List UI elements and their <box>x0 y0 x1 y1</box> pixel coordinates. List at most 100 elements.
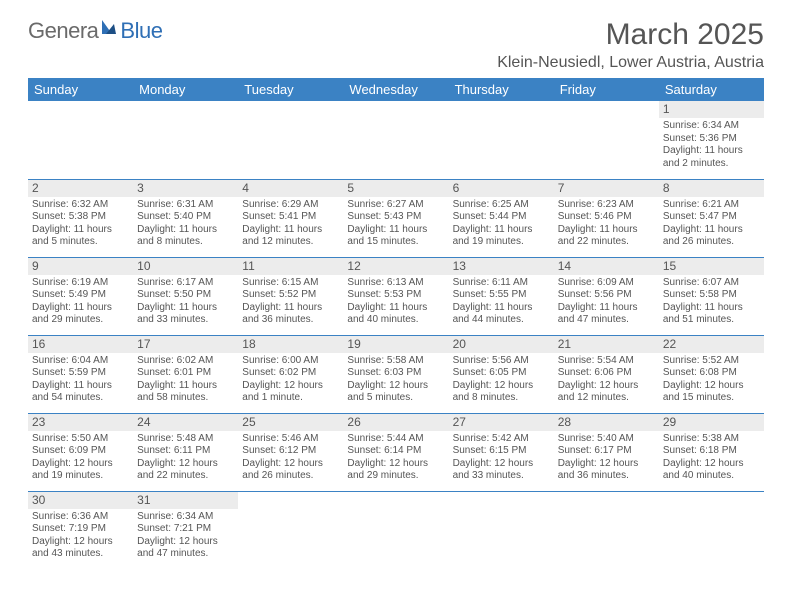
day-info-day2: and 36 minutes. <box>558 470 655 483</box>
day-number: 14 <box>554 258 659 275</box>
day-header: Saturday <box>659 78 764 101</box>
calendar-cell: 7Sunrise: 6:23 AMSunset: 5:46 PMDaylight… <box>554 179 659 257</box>
day-info-sunrise: Sunrise: 6:29 AM <box>242 199 339 212</box>
day-info-sunset: Sunset: 6:01 PM <box>137 367 234 380</box>
day-info-day2: and 26 minutes. <box>242 470 339 483</box>
location: Klein-Neusiedl, Lower Austria, Austria <box>497 54 764 72</box>
calendar-cell: 16Sunrise: 6:04 AMSunset: 5:59 PMDayligh… <box>28 335 133 413</box>
day-info-sunset: Sunset: 5:44 PM <box>453 211 550 224</box>
calendar-cell <box>449 101 554 179</box>
calendar-cell: 30Sunrise: 6:36 AMSunset: 7:19 PMDayligh… <box>28 491 133 569</box>
title-block: March 2025 Klein-Neusiedl, Lower Austria… <box>497 18 764 72</box>
day-info-day1: Daylight: 12 hours <box>663 380 760 393</box>
day-info-sunset: Sunset: 7:19 PM <box>32 523 129 536</box>
day-info-sunset: Sunset: 6:09 PM <box>32 445 129 458</box>
day-info-sunrise: Sunrise: 6:19 AM <box>32 277 129 290</box>
calendar-cell: 6Sunrise: 6:25 AMSunset: 5:44 PMDaylight… <box>449 179 554 257</box>
day-info-sunset: Sunset: 5:58 PM <box>663 289 760 302</box>
calendar-table: SundayMondayTuesdayWednesdayThursdayFrid… <box>28 78 764 569</box>
day-info-sunrise: Sunrise: 6:34 AM <box>663 120 760 133</box>
day-info-day2: and 5 minutes. <box>347 392 444 405</box>
day-number: 13 <box>449 258 554 275</box>
day-info-sunset: Sunset: 5:41 PM <box>242 211 339 224</box>
calendar-cell: 19Sunrise: 5:58 AMSunset: 6:03 PMDayligh… <box>343 335 448 413</box>
calendar-cell <box>238 101 343 179</box>
day-info-day1: Daylight: 12 hours <box>242 458 339 471</box>
calendar-cell: 15Sunrise: 6:07 AMSunset: 5:58 PMDayligh… <box>659 257 764 335</box>
day-number: 7 <box>554 180 659 197</box>
day-info-sunset: Sunset: 5:49 PM <box>32 289 129 302</box>
day-info-sunrise: Sunrise: 6:36 AM <box>32 511 129 524</box>
day-info-sunrise: Sunrise: 5:38 AM <box>663 433 760 446</box>
day-info-sunset: Sunset: 6:12 PM <box>242 445 339 458</box>
day-info-day2: and 47 minutes. <box>137 548 234 561</box>
day-info-day2: and 26 minutes. <box>663 236 760 249</box>
day-info-sunset: Sunset: 5:52 PM <box>242 289 339 302</box>
calendar-cell: 28Sunrise: 5:40 AMSunset: 6:17 PMDayligh… <box>554 413 659 491</box>
day-number: 27 <box>449 414 554 431</box>
day-info-day1: Daylight: 11 hours <box>137 224 234 237</box>
day-header: Monday <box>133 78 238 101</box>
day-info-sunrise: Sunrise: 6:27 AM <box>347 199 444 212</box>
day-info-day1: Daylight: 12 hours <box>137 458 234 471</box>
day-info-sunrise: Sunrise: 6:31 AM <box>137 199 234 212</box>
day-info-day1: Daylight: 11 hours <box>347 224 444 237</box>
day-info-sunset: Sunset: 5:47 PM <box>663 211 760 224</box>
day-info-day1: Daylight: 11 hours <box>663 145 760 158</box>
day-info-day2: and 29 minutes. <box>347 470 444 483</box>
day-info-day2: and 19 minutes. <box>453 236 550 249</box>
day-info-sunset: Sunset: 5:38 PM <box>32 211 129 224</box>
day-info-day2: and 1 minute. <box>242 392 339 405</box>
calendar-header-row: SundayMondayTuesdayWednesdayThursdayFrid… <box>28 78 764 101</box>
day-info-sunset: Sunset: 5:40 PM <box>137 211 234 224</box>
day-info-day2: and 51 minutes. <box>663 314 760 327</box>
day-info-day1: Daylight: 11 hours <box>32 380 129 393</box>
calendar-cell <box>133 101 238 179</box>
day-info-day2: and 12 minutes. <box>558 392 655 405</box>
calendar-week-row: 1Sunrise: 6:34 AMSunset: 5:36 PMDaylight… <box>28 101 764 179</box>
day-info-day1: Daylight: 12 hours <box>347 380 444 393</box>
day-info-day2: and 40 minutes. <box>663 470 760 483</box>
calendar-cell: 3Sunrise: 6:31 AMSunset: 5:40 PMDaylight… <box>133 179 238 257</box>
day-info-sunset: Sunset: 5:56 PM <box>558 289 655 302</box>
day-number: 30 <box>28 492 133 509</box>
calendar-cell <box>659 491 764 569</box>
day-info-day2: and 44 minutes. <box>453 314 550 327</box>
calendar-cell: 26Sunrise: 5:44 AMSunset: 6:14 PMDayligh… <box>343 413 448 491</box>
day-info-sunset: Sunset: 5:46 PM <box>558 211 655 224</box>
day-info-day1: Daylight: 12 hours <box>32 458 129 471</box>
day-info-sunrise: Sunrise: 5:50 AM <box>32 433 129 446</box>
day-info-sunset: Sunset: 6:14 PM <box>347 445 444 458</box>
calendar-cell: 8Sunrise: 6:21 AMSunset: 5:47 PMDaylight… <box>659 179 764 257</box>
day-info-day2: and 2 minutes. <box>663 158 760 171</box>
day-number: 2 <box>28 180 133 197</box>
day-info-day1: Daylight: 12 hours <box>453 458 550 471</box>
day-info-sunset: Sunset: 7:21 PM <box>137 523 234 536</box>
day-info-day2: and 8 minutes. <box>137 236 234 249</box>
calendar-cell: 23Sunrise: 5:50 AMSunset: 6:09 PMDayligh… <box>28 413 133 491</box>
calendar-week-row: 23Sunrise: 5:50 AMSunset: 6:09 PMDayligh… <box>28 413 764 491</box>
calendar-cell: 25Sunrise: 5:46 AMSunset: 6:12 PMDayligh… <box>238 413 343 491</box>
day-info-sunset: Sunset: 5:53 PM <box>347 289 444 302</box>
logo-sail-icon <box>100 18 118 41</box>
day-info-day2: and 29 minutes. <box>32 314 129 327</box>
day-header: Wednesday <box>343 78 448 101</box>
day-info-sunrise: Sunrise: 6:25 AM <box>453 199 550 212</box>
calendar-cell: 29Sunrise: 5:38 AMSunset: 6:18 PMDayligh… <box>659 413 764 491</box>
day-number: 26 <box>343 414 448 431</box>
day-info-sunrise: Sunrise: 6:21 AM <box>663 199 760 212</box>
day-info-sunrise: Sunrise: 5:54 AM <box>558 355 655 368</box>
day-info-sunrise: Sunrise: 5:42 AM <box>453 433 550 446</box>
day-info-day1: Daylight: 11 hours <box>32 302 129 315</box>
day-number: 18 <box>238 336 343 353</box>
calendar-cell: 4Sunrise: 6:29 AMSunset: 5:41 PMDaylight… <box>238 179 343 257</box>
day-number: 19 <box>343 336 448 353</box>
day-number: 31 <box>133 492 238 509</box>
day-info-sunset: Sunset: 5:55 PM <box>453 289 550 302</box>
calendar-cell: 2Sunrise: 6:32 AMSunset: 5:38 PMDaylight… <box>28 179 133 257</box>
day-info-day2: and 12 minutes. <box>242 236 339 249</box>
calendar-cell: 14Sunrise: 6:09 AMSunset: 5:56 PMDayligh… <box>554 257 659 335</box>
day-number: 17 <box>133 336 238 353</box>
day-info-sunset: Sunset: 6:17 PM <box>558 445 655 458</box>
day-info-day1: Daylight: 12 hours <box>242 380 339 393</box>
